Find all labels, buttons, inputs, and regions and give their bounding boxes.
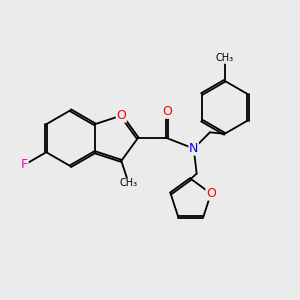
Text: O: O [206, 187, 216, 200]
Text: O: O [162, 105, 172, 118]
Text: O: O [116, 109, 126, 122]
Text: N: N [189, 142, 198, 155]
Text: CH₃: CH₃ [120, 178, 138, 188]
Text: F: F [21, 158, 28, 171]
Text: CH₃: CH₃ [216, 53, 234, 63]
